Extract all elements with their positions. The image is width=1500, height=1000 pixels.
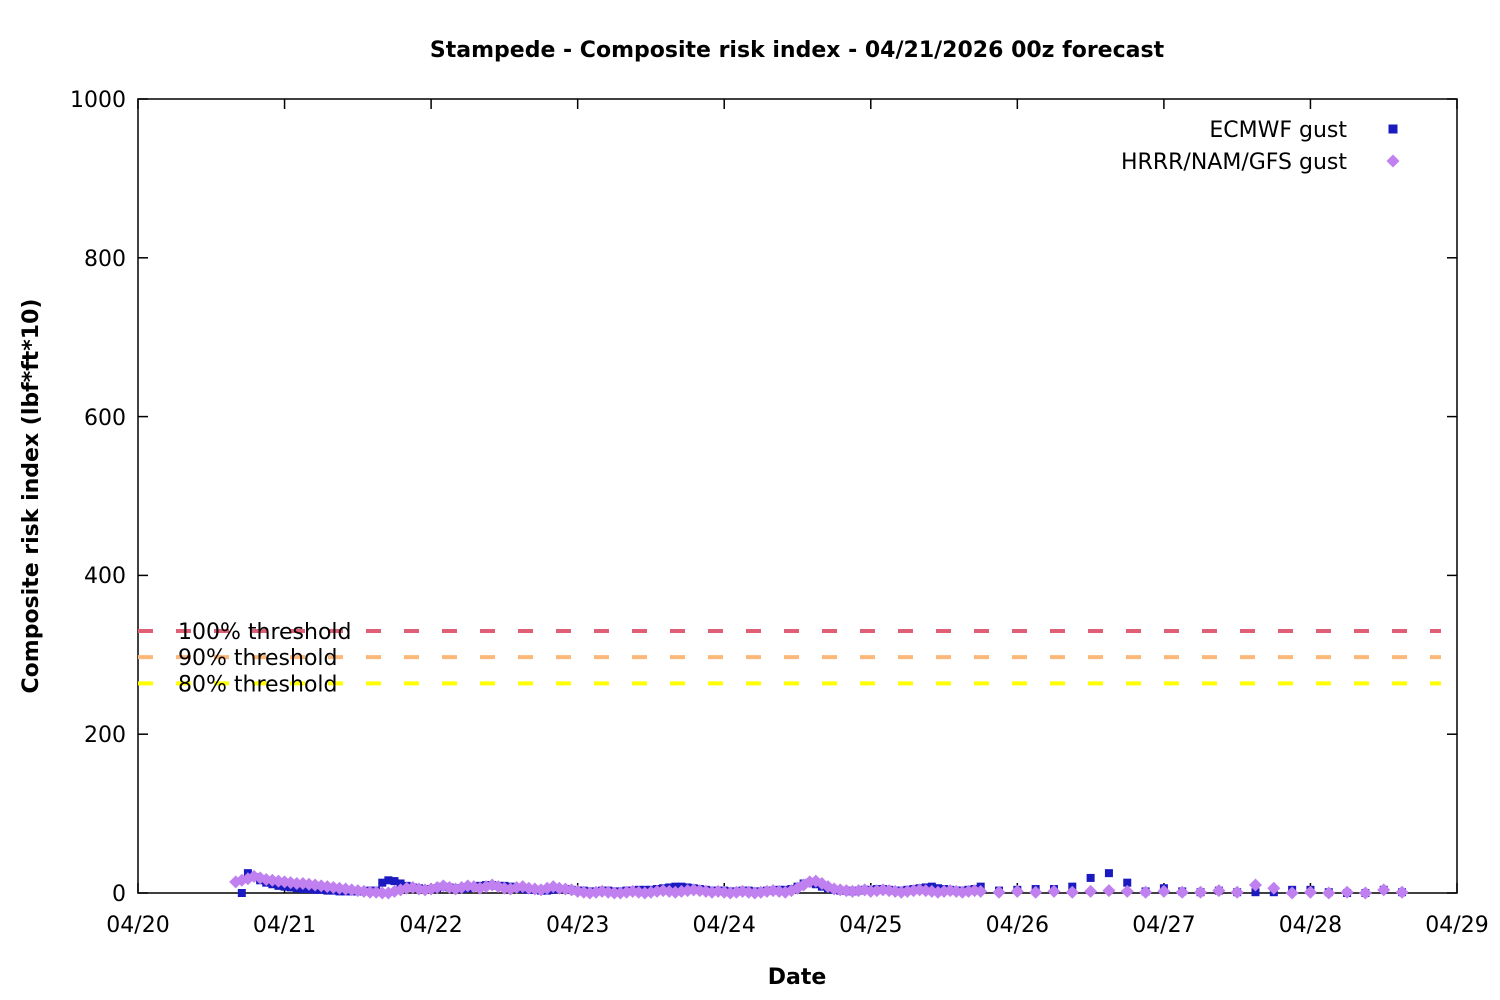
x-tick-label-0422: 04/22 bbox=[399, 913, 462, 938]
chart-title: Stampede - Composite risk index - 04/21/… bbox=[430, 38, 1165, 63]
x-tick-label-0427: 04/27 bbox=[1132, 913, 1195, 938]
legend: ECMWF gust HRRR/NAM/GFS gust bbox=[1121, 118, 1400, 175]
x-tick-label-0425: 04/25 bbox=[839, 913, 902, 938]
x-tick-label-0423: 04/23 bbox=[546, 913, 609, 938]
legend-label-ecmwf-gust: ECMWF gust bbox=[1209, 118, 1347, 143]
plot-frame bbox=[137, 98, 1458, 894]
hrrr-diamond-marker-icon bbox=[1386, 154, 1400, 168]
x-tick-label-0424: 04/24 bbox=[692, 913, 755, 938]
y-tick-label-600: 600 bbox=[84, 406, 126, 431]
x-tick-label-0428: 04/28 bbox=[1279, 913, 1342, 938]
legend-label-hrrr-nam-gfs-gust: HRRR/NAM/GFS gust bbox=[1121, 150, 1347, 175]
x-tick-label-0420: 04/20 bbox=[106, 913, 169, 938]
threshold-label-100: 100% threshold bbox=[178, 620, 352, 645]
threshold-lines bbox=[138, 628, 1441, 686]
series-points-1 bbox=[229, 869, 1409, 900]
scatter-series bbox=[229, 869, 1409, 900]
y-tick-label-200: 200 bbox=[84, 723, 126, 748]
x-tick-label-0421: 04/21 bbox=[253, 913, 316, 938]
ecmwf-square-marker-icon bbox=[1388, 124, 1398, 134]
x-tick-label-0426: 04/26 bbox=[986, 913, 1049, 938]
x-axis-label: Date bbox=[768, 965, 827, 990]
x-tick-label-0429: 04/29 bbox=[1425, 913, 1488, 938]
y-tick-label-0: 0 bbox=[112, 882, 126, 907]
axis-ticks bbox=[137, 98, 1458, 894]
y-tick-label-400: 400 bbox=[84, 564, 126, 589]
threshold-label-90: 90% threshold bbox=[178, 646, 338, 671]
threshold-label-80: 80% threshold bbox=[178, 672, 338, 697]
y-tick-label-800: 800 bbox=[84, 247, 126, 272]
y-tick-label-1000: 1000 bbox=[70, 88, 126, 113]
y-axis-label: Composite risk index (lbf*ft*10) bbox=[19, 299, 44, 694]
